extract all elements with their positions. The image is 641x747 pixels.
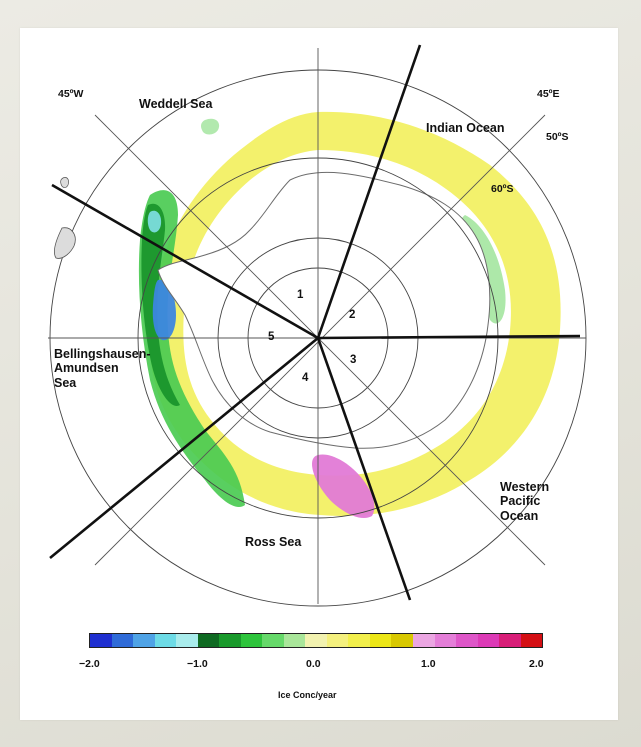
label-wpac-line2: Pacific (500, 494, 541, 509)
colorbar-segment (412, 634, 435, 647)
colorbar-segment (520, 634, 543, 647)
colorbar-segment (262, 634, 284, 647)
label-bellingshausen-line2: Amundsen (54, 361, 119, 376)
south-america-tip (54, 227, 76, 259)
colorbar-segment (133, 634, 155, 647)
colorbar-segment (434, 634, 457, 647)
label-indian-ocean: Indian Ocean (426, 121, 505, 135)
sector-number-1: 1 (297, 289, 304, 301)
colorbar-segment (111, 634, 134, 647)
colorbar-segment (326, 634, 349, 647)
colorbar-segment (477, 634, 500, 647)
colorbar-segment (369, 634, 392, 647)
label-wpac-line3: Ocean (500, 508, 539, 523)
ice-band-lightgreen-north (201, 118, 220, 135)
colorbar-segment (154, 634, 177, 647)
sector-number-3: 3 (350, 354, 357, 366)
colorbar-segment (391, 634, 413, 647)
ice-band-darkgreen (141, 203, 180, 406)
ice-band-pink (312, 454, 375, 519)
colorbar-segment (240, 634, 263, 647)
sector-boundary-wpac-ross (316, 337, 412, 601)
colorbar-tick-min: −2.0 (79, 658, 100, 670)
label-lat-60s: 60ºS (491, 183, 514, 195)
sector-boundary-bellingshausen-weddell (51, 183, 319, 340)
colorbar-segment (176, 634, 198, 647)
label-bellingshausen-line1: Bellingshausen- (54, 347, 151, 361)
label-lon-45w: 45ºW (58, 88, 84, 100)
label-bellingshausen-amundsen-sea: Bellingshausen- Amundsen Sea (54, 347, 151, 390)
sector-number-5: 5 (268, 331, 275, 343)
ice-band-cyan (147, 210, 162, 233)
label-lat-50s: 50ºS (546, 131, 569, 143)
sector-number-2: 2 (349, 309, 356, 321)
island-fragment (60, 177, 69, 188)
label-wpac-line1: Western (500, 480, 550, 494)
antarctica-landmass (157, 171, 491, 449)
colorbar-units-label: Ice Conc/year (278, 690, 337, 700)
colorbar-tick-max: 2.0 (529, 658, 544, 670)
label-lon-45e: 45ºE (537, 88, 560, 100)
colorbar-segment (283, 634, 306, 647)
colorbar-segment (90, 634, 112, 647)
sector-boundary-indian-wpac (317, 334, 581, 340)
colorbar-tick-high: 1.0 (421, 658, 436, 670)
sector-boundary-weddell-indian (316, 44, 422, 339)
sector-boundary-ross-bellingshausen (49, 336, 319, 560)
colorbar-segment (219, 634, 241, 647)
colorbar-segment (197, 634, 220, 647)
label-weddell-sea: Weddell Sea (139, 97, 213, 111)
colorbar-tick-low: −1.0 (187, 658, 208, 670)
ice-band-blue (152, 279, 176, 341)
colorbar-segment (456, 634, 478, 647)
colorbar-segment (305, 634, 327, 647)
label-western-pacific-ocean: Western Pacific Ocean (500, 480, 549, 523)
colorbar-segment (499, 634, 521, 647)
colorbar-tick-zero: 0.0 (306, 658, 321, 670)
sector-number-4: 4 (302, 372, 309, 384)
colorbar-segment (348, 634, 370, 647)
colorbar (89, 633, 543, 648)
label-ross-sea: Ross Sea (245, 535, 302, 549)
label-bellingshausen-line3: Sea (54, 375, 77, 390)
